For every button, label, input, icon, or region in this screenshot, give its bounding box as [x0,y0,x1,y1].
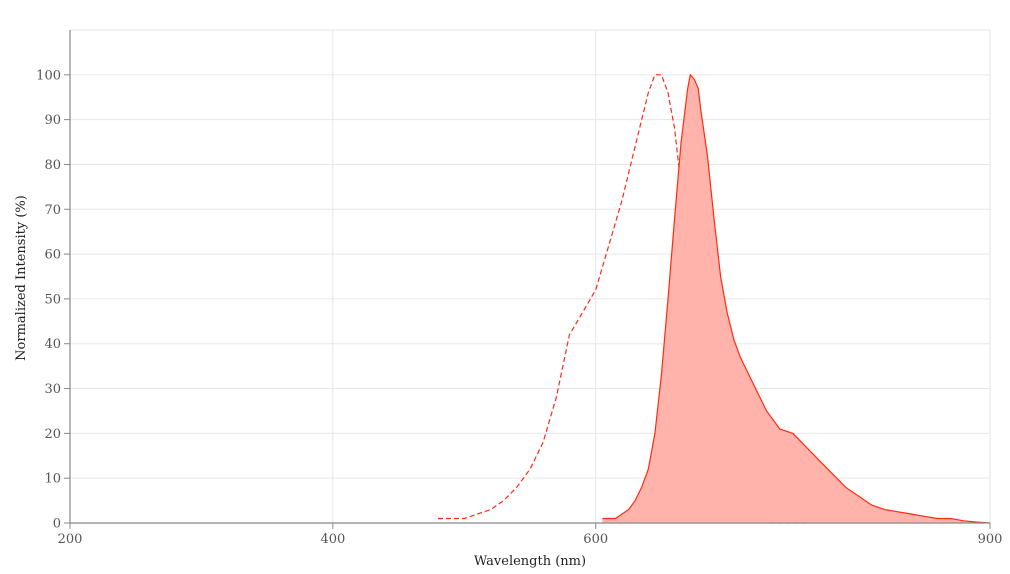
emission-area [602,74,990,524]
grid-lines [69,29,991,524]
x-tick-label: 400 [320,532,345,547]
y-tick-label: 90 [44,113,61,128]
x-tick-label: 900 [978,532,1003,547]
x-axis-title: Wavelength (nm) [474,554,586,569]
series-layer [438,73,991,524]
y-tick-label: 70 [44,203,61,218]
x-tick-label: 600 [583,532,608,547]
y-tick-label: 10 [44,472,61,487]
y-tick-label: 20 [44,427,61,442]
x-tick-label: 200 [58,532,83,547]
y-tick-label: 60 [44,248,61,263]
y-axis-title: Normalized Intensity (%) [14,195,29,361]
excitation-line [438,74,806,524]
y-tick-label: 50 [44,292,61,307]
y-tick-label: 40 [44,337,61,352]
y-tick-label: 0 [53,517,61,532]
y-tick-label: 30 [44,382,61,397]
emission-line [602,73,991,524]
y-tick-label: 80 [44,158,61,173]
axes: 0 10 20 30 40 50 60 70 80 90 100 200 400 600 900 [36,30,1002,547]
y-tick-label: 100 [36,68,61,83]
